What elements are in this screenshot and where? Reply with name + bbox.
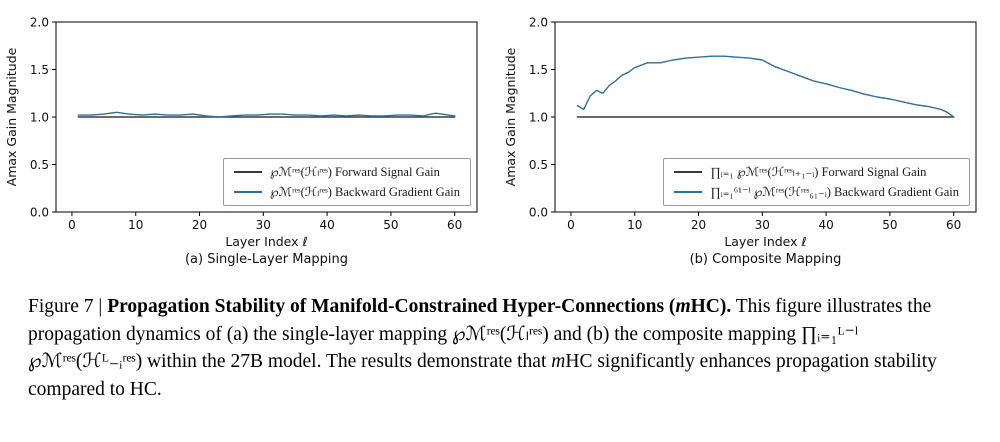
y-tick-label: 2.0 — [529, 16, 548, 30]
x-tick-label: 40 — [319, 218, 334, 232]
backward-line-swatch — [674, 191, 703, 193]
forward-line-swatch — [674, 171, 703, 173]
chart-b-legend: ∏ᵢ₌₁ ℘ℳʳᵉˢ(ℋʳᵉˢₗ₊₁₋ᵢ) Forward Signal Gai… — [663, 158, 970, 206]
chart-a-subcaption: (a) Single-Layer Mapping — [184, 252, 349, 267]
y-axis-label: Amax Gain Magnitude — [4, 47, 19, 186]
legend-entry-forward: ℘ℳʳᵉˢ(ℋₗʳᵉˢ) Forward Signal Gain — [233, 164, 460, 180]
x-axis-label: Layer Index ℓ — [225, 234, 307, 249]
figure-charts-row: 0 10 20 30 40 50 60 0.0 0.5 1.0 1.5 2.0 Layer Index … — [2, 10, 986, 267]
x-tick-label: 30 — [256, 218, 271, 232]
x-tick-label: 20 — [192, 218, 207, 232]
x-tick-label: 60 — [447, 218, 462, 232]
x-tick-label: 60 — [946, 218, 961, 232]
legend-label-backward: ℘ℳʳᵉˢ(ℋₗʳᵉˢ) Backward Gradient Gain — [269, 185, 460, 199]
x-tick-label: 0 — [68, 218, 76, 232]
caption-segment: This figure illustrates the propagation … — [28, 296, 932, 373]
caption-segment: HC significantly enhances propagation st… — [28, 351, 937, 401]
y-tick-label: 1.5 — [529, 63, 548, 77]
chart-b-plot: 0 10 20 30 40 50 60 0.0 0.5 1.0 1.5 2.0 Layer Index … — [503, 16, 977, 249]
y-tick-label: 0.0 — [529, 206, 548, 220]
x-tick-label: 50 — [383, 218, 398, 232]
legend-label-forward: ∏ᵢ₌₁ ℘ℳʳᵉˢ(ℋʳᵉˢₗ₊₁₋ᵢ) Forward Signal Gai… — [710, 165, 927, 179]
caption-segment: m — [675, 296, 691, 317]
x-tick-label: 20 — [691, 218, 706, 232]
legend-label-forward: ℘ℳʳᵉˢ(ℋₗʳᵉˢ) Forward Signal Gain — [269, 165, 440, 179]
backward-line-swatch — [233, 191, 262, 193]
x-tick-label: 30 — [755, 218, 770, 232]
y-tick-label: 2.0 — [30, 16, 49, 30]
y-tick-label: 0.5 — [529, 158, 548, 172]
figure-caption: Figure 7 | Propagation Stability of Mani… — [28, 293, 974, 404]
y-tick-label: 1.0 — [529, 111, 548, 125]
y-tick-label: 0.0 — [30, 206, 49, 220]
legend-label-backward: ∏ᵢ₌₁⁶¹⁻ˡ ℘ℳʳᵉˢ(ℋʳᵉˢ₆₁₋ᵢ) Backward Gradie… — [710, 185, 959, 199]
series-line-backward — [77, 111, 456, 118]
chart-b: 0 10 20 30 40 50 60 0.0 0.5 1.0 1.5 2.0 Layer Index … — [501, 10, 986, 267]
legend-entry-backward: ∏ᵢ₌₁⁶¹⁻ˡ ℘ℳʳᵉˢ(ℋʳᵉˢ₆₁₋ᵢ) Backward Gradie… — [674, 184, 959, 200]
y-tick-label: 1.0 — [30, 111, 49, 125]
x-tick-label: 50 — [882, 218, 897, 232]
legend-entry-backward: ℘ℳʳᵉˢ(ℋₗʳᵉˢ) Backward Gradient Gain — [233, 184, 460, 200]
y-axis-label: Amax Gain Magnitude — [503, 47, 518, 186]
chart-a: 0 10 20 30 40 50 60 0.0 0.5 1.0 1.5 2.0 Layer Index … — [2, 10, 487, 267]
caption-segment: Propagation Stability of Manifold-Constr… — [107, 296, 676, 317]
y-tick-label: 1.5 — [30, 63, 49, 77]
legend-entry-forward: ∏ᵢ₌₁ ℘ℳʳᵉˢ(ℋʳᵉˢₗ₊₁₋ᵢ) Forward Signal Gai… — [674, 164, 959, 180]
forward-line-swatch — [233, 171, 262, 173]
caption-segment: m — [551, 351, 566, 373]
x-tick-label: 0 — [567, 218, 575, 232]
caption-segment: Figure 7 | — [28, 296, 108, 317]
chart-a-legend: ℘ℳʳᵉˢ(ℋₗʳᵉˢ) Forward Signal Gain ℘ℳʳᵉˢ(ℋ… — [222, 158, 471, 206]
x-tick-label: 10 — [627, 218, 642, 232]
x-axis-label: Layer Index ℓ — [724, 234, 806, 249]
series-line-backward — [576, 55, 955, 118]
chart-a-plot: 0 10 20 30 40 50 60 0.0 0.5 1.0 1.5 2.0 Layer Index … — [4, 16, 478, 249]
caption-segment: HC). — [690, 296, 732, 317]
x-tick-label: 40 — [818, 218, 833, 232]
y-tick-label: 0.5 — [30, 158, 49, 172]
chart-b-subcaption: (b) Composite Mapping — [689, 252, 842, 267]
x-tick-label: 10 — [128, 218, 143, 232]
